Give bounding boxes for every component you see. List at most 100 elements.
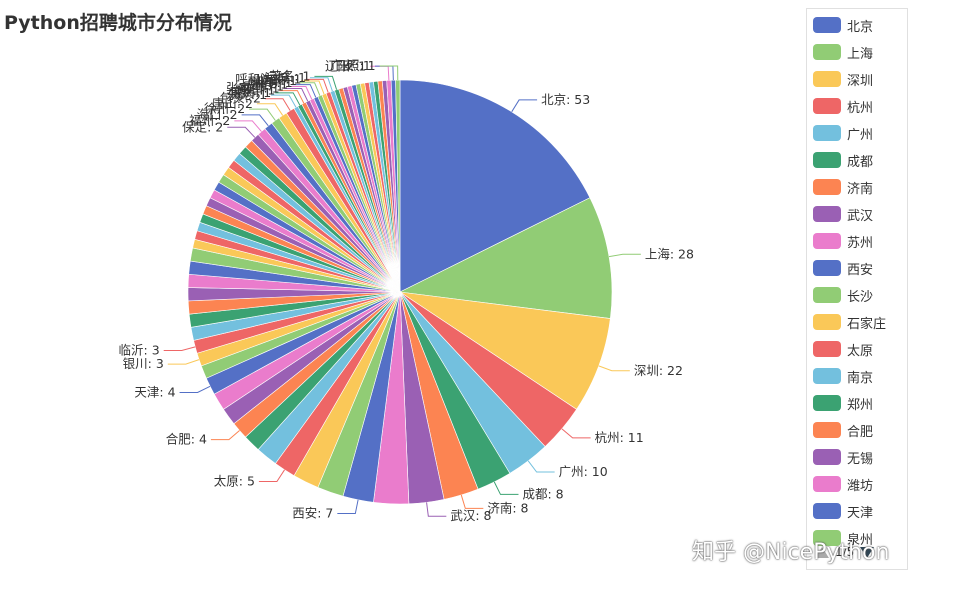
legend-label: 南京 [847,370,874,386]
legend-item-广州[interactable]: 广州 [813,123,873,143]
legend-item-苏州[interactable]: 苏州 [813,231,873,251]
legend-item-西安[interactable]: 西安 [813,258,873,278]
legend-item-郑州[interactable]: 郑州 [813,393,873,413]
label-line-武汉 [426,502,447,517]
legend-label: 武汉 [847,208,874,224]
legend-label: 泉州 [847,532,874,548]
label-line-济南 [460,494,484,509]
legend-item-北京[interactable]: 北京 [813,15,873,35]
pie-slice-上海[interactable] [398,197,613,319]
slice-label-上海: 上海: 28 [645,246,694,261]
slice-label-广安: 广安: 1 [330,58,371,73]
slice-label-银川: 银川: 3 [123,356,164,371]
page-down-icon[interactable] [860,546,875,558]
label-line-太原 [258,469,285,483]
slice-label-汕尾: 汕尾: 1 [251,75,292,90]
slice-label-合肥: 合肥: 4 [166,432,207,447]
label-line-茂名 [314,75,338,90]
chart-title: Python招聘城市分布情况 [4,12,232,34]
legend-swatch [813,449,841,465]
slice-label-厦门: 厦门: 1 [247,77,288,92]
pie-slice-深圳[interactable] [399,291,611,410]
legend-item-太原[interactable]: 太原 [813,339,873,359]
legend-item-无锡[interactable]: 无锡 [813,447,873,467]
label-line-唐山 [256,103,284,116]
legend-label: 上海 [847,46,874,62]
slice-label-武汉: 武汉: 8 [450,508,491,523]
legend-swatch [813,179,841,195]
legend-item-石家庄[interactable]: 石家庄 [813,312,886,332]
legend-label: 天津 [847,505,874,521]
legend-item-天津[interactable]: 天津 [813,501,873,521]
legend-item-深圳[interactable]: 深圳 [813,69,873,89]
label-line-福州 [234,120,262,132]
legend-swatch [813,98,841,114]
legend-label: 深圳 [847,73,874,89]
chart-legend: 北京上海深圳杭州广州成都济南武汉苏州西安长沙石家庄太原南京郑州合肥无锡潍坊天津泉… [806,8,908,570]
legend-item-泉州[interactable]: 泉州 [813,528,873,548]
legend-page-indicator: 1/5 [835,545,855,559]
label-line-日照 [379,65,399,81]
label-line-天津 [179,385,211,393]
legend-swatch [813,341,841,357]
slice-label-深圳: 深圳: 22 [634,363,683,378]
legend-swatch [813,395,841,411]
legend-label: 石家庄 [847,316,887,332]
legend-swatch [813,368,841,384]
label-line-银川 [167,359,200,365]
legend-swatch [813,233,841,249]
slice-label-唐山: 唐山: 2 [212,96,253,111]
legend-item-长沙[interactable]: 长沙 [813,285,873,305]
legend-item-上海[interactable]: 上海 [813,42,873,62]
legend-swatch [813,125,841,141]
slice-label-太原: 太原: 5 [214,474,255,489]
slice-label-威海: 威海: 1 [230,85,271,100]
legend-swatch [813,314,841,330]
legend-label: 太原 [847,343,874,359]
legend-swatch [813,530,841,546]
legend-item-成都[interactable]: 成都 [813,150,873,170]
label-line-运城 [309,77,333,92]
label-line-汕尾 [296,82,321,96]
legend-pager: 1/5 [815,545,875,559]
legend-item-济南[interactable]: 济南 [813,177,873,197]
legend-item-潍坊[interactable]: 潍坊 [813,474,873,494]
slice-label-临沂: 临沂: 3 [119,342,160,357]
slice-label-呼和浩特: 呼和浩特: 1 [235,71,301,86]
label-line-赤峰 [287,86,313,100]
legend-label: 郑州 [847,397,874,413]
label-line-广安 [374,65,394,81]
legend-item-南京[interactable]: 南京 [813,366,873,386]
legend-swatch [813,17,841,33]
watermark: 知乎 @NicePython [692,540,890,565]
slice-label-济南: 济南: 8 [487,500,528,515]
slice-label-辽阳: 辽阳: 1 [325,58,366,73]
label-line-北京 [511,99,538,113]
slice-label-东莞: 东莞: 1 [226,87,267,102]
legend-label: 西安 [847,262,874,278]
legend-item-合肥[interactable]: 合肥 [813,420,873,440]
label-line-包头 [264,98,291,111]
label-line-上海 [608,253,641,258]
legend-item-武汉[interactable]: 武汉 [813,204,873,224]
slice-label-运城: 运城: 1 [265,70,306,85]
legend-swatch [813,44,841,60]
legend-swatch [813,287,841,303]
legend-item-杭州[interactable]: 杭州 [813,96,873,116]
slice-label-保定: 保定: 2 [182,119,223,134]
slice-label-邯郸: 邯郸: 1 [256,73,297,88]
slice-label-西安: 西安: 7 [292,506,333,521]
label-line-襄阳 [279,90,305,104]
label-line-保定 [227,126,256,138]
slice-label-包头: 包头: 2 [220,91,261,106]
label-line-杭州 [561,428,591,439]
page-up-icon[interactable] [815,546,829,558]
label-line-临沂 [163,346,196,351]
label-line-张家口 [283,88,309,102]
slice-label-北京: 北京: 53 [541,92,590,107]
slice-label-赤峰: 赤峰: 1 [243,79,284,94]
slice-label-广州: 广州: 10 [559,464,608,479]
label-line-徐州 [249,108,276,121]
slice-label-成都: 成都: 8 [522,486,563,501]
